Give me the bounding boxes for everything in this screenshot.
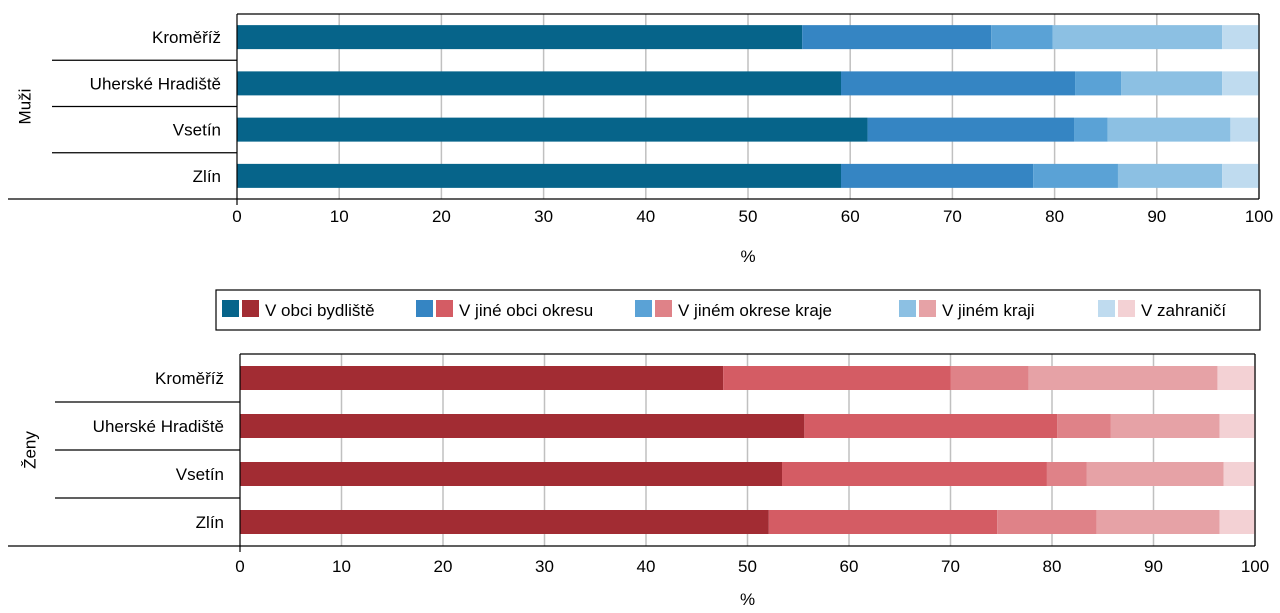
x-tick-label: 90 — [1147, 207, 1166, 226]
bar-uherske-hradiste-v-jinem-okrese-kraje — [1075, 71, 1122, 96]
x-tick-label: 70 — [943, 207, 962, 226]
bar-uherske-hradiste-v-obci-bydliste — [237, 71, 842, 96]
bar-zlin-v-jinem-kraji — [1117, 163, 1223, 188]
bar-kromeriz-v-jinem-okrese-kraje — [950, 366, 1029, 390]
bar-uherske-hradiste-v-jine-obci-okresu — [841, 71, 1076, 96]
legend-swatch-v-jine-obci-okresu-men — [416, 300, 433, 317]
x-tick-label: 60 — [840, 557, 859, 576]
chart-panel-men: Kroměříž Uherské Hradiště Vsetín Zlín 0 10 20 3… — [8, 13, 1273, 266]
category-label: Vsetín — [176, 465, 224, 484]
x-tick-label: 50 — [739, 207, 758, 226]
legend-label: V zahraničí — [1141, 301, 1226, 320]
bar-vsetin-v-jinem-okrese-kraje — [1046, 462, 1087, 486]
x-tick-label: 10 — [332, 557, 351, 576]
category-label: Kroměříž — [152, 28, 221, 47]
bar-vsetin-v-obci-bydliste — [237, 117, 868, 142]
bar-vsetin-v-zahranici — [1230, 117, 1259, 142]
group-label: Ženy — [20, 431, 39, 469]
x-tick-label: 40 — [637, 557, 656, 576]
bar-kromeriz-v-jine-obci-okresu — [802, 25, 992, 50]
category-label: Zlín — [193, 167, 221, 186]
bar-kromeriz-v-jine-obci-okresu — [723, 366, 951, 390]
group-label: Muži — [15, 89, 34, 125]
x-tick-label: 20 — [434, 557, 453, 576]
x-tick-label: 80 — [1043, 557, 1062, 576]
bar-vsetin-v-jinem-kraji — [1086, 462, 1224, 486]
x-tick-label: 0 — [235, 557, 244, 576]
legend-swatch-v-obci-bydliste-women — [242, 300, 259, 317]
legend-swatch-v-jinem-kraji-men — [899, 300, 916, 317]
x-tick-label: 70 — [941, 557, 960, 576]
bar-uherske-hradiste-v-jinem-kraji — [1121, 71, 1223, 96]
legend-swatch-v-jinem-okrese-kraje-women — [655, 300, 672, 317]
bar-uherske-hradiste-v-jine-obci-okresu — [804, 414, 1058, 438]
x-tick-label: 80 — [1045, 207, 1064, 226]
bar-kromeriz-v-obci-bydliste — [240, 366, 724, 390]
x-tick-label: 50 — [738, 557, 757, 576]
x-tick-label: 90 — [1144, 557, 1163, 576]
category-label: Kroměříž — [155, 369, 224, 388]
bar-zlin-v-zahranici — [1222, 163, 1259, 188]
x-tick-label: 60 — [841, 207, 860, 226]
x-tick-label: 10 — [330, 207, 349, 226]
bar-vsetin-v-zahranici — [1223, 462, 1255, 486]
legend-swatch-v-obci-bydliste-men — [222, 300, 239, 317]
bar-kromeriz-v-jinem-kraji — [1052, 25, 1223, 50]
legend-swatch-v-jinem-kraji-women — [919, 300, 936, 317]
bar-zlin-v-obci-bydliste — [237, 163, 842, 188]
legend-swatch-v-jinem-okrese-kraje-men — [635, 300, 652, 317]
bar-kromeriz-v-jinem-kraji — [1028, 366, 1218, 390]
legend: V obci bydliště V jiné obci okresu V jiném… — [215, 289, 1261, 331]
bar-zlin-v-jinem-kraji — [1096, 510, 1220, 534]
x-tick-label: 100 — [1241, 557, 1269, 576]
legend-label: V jiném okrese kraje — [678, 301, 832, 320]
bar-vsetin-v-jine-obci-okresu — [782, 462, 1047, 486]
x-tick-label: 40 — [636, 207, 655, 226]
category-label: Uherské Hradiště — [90, 74, 221, 93]
bar-vsetin-v-jinem-okrese-kraje — [1074, 117, 1108, 142]
legend-label: V jiné obci okresu — [459, 301, 593, 320]
x-axis-label: % — [740, 247, 755, 266]
bar-kromeriz-v-jinem-okrese-kraje — [991, 25, 1053, 50]
chart-panel-women: Kroměříž Uherské Hradiště Vsetín Zlín 0 10 20 3… — [8, 353, 1269, 609]
x-tick-label: 30 — [535, 557, 554, 576]
bar-kromeriz-v-zahranici — [1217, 366, 1255, 390]
bar-uherske-hradiste-v-zahranici — [1222, 71, 1259, 96]
bar-zlin-v-jinem-okrese-kraje — [1033, 163, 1118, 188]
legend-swatch-v-zahranici-men — [1098, 300, 1115, 317]
legend-label: V jiném kraji — [942, 301, 1035, 320]
bar-uherske-hradiste-v-obci-bydliste — [240, 414, 805, 438]
legend-box — [215, 289, 1261, 331]
legend-label: V obci bydliště — [265, 301, 375, 320]
bar-uherske-hradiste-v-jinem-okrese-kraje — [1057, 414, 1111, 438]
category-label: Vsetín — [173, 121, 221, 140]
bar-zlin-v-jinem-okrese-kraje — [997, 510, 1097, 534]
bar-vsetin-v-jinem-kraji — [1107, 117, 1231, 142]
bar-uherske-hradiste-v-zahranici — [1219, 414, 1255, 438]
legend-swatch-v-zahranici-women — [1118, 300, 1135, 317]
legend-swatch-v-jine-obci-okresu-women — [436, 300, 453, 317]
bar-vsetin-v-jine-obci-okresu — [867, 117, 1075, 142]
x-tick-label: 100 — [1245, 207, 1273, 226]
bar-zlin-v-jine-obci-okresu — [768, 510, 998, 534]
x-tick-label: 30 — [534, 207, 553, 226]
bar-zlin-v-zahranici — [1219, 510, 1255, 534]
bar-vsetin-v-obci-bydliste — [240, 462, 783, 486]
x-axis-label: % — [740, 590, 755, 609]
bar-kromeriz-v-obci-bydliste — [237, 25, 803, 50]
category-label: Uherské Hradiště — [93, 417, 224, 436]
x-tick-label: 0 — [232, 207, 241, 226]
category-label: Zlín — [196, 513, 224, 532]
bar-zlin-v-obci-bydliste — [240, 510, 769, 534]
x-tick-label: 20 — [432, 207, 451, 226]
bar-kromeriz-v-zahranici — [1222, 25, 1259, 50]
bar-zlin-v-jine-obci-okresu — [841, 163, 1034, 188]
bar-uherske-hradiste-v-jinem-kraji — [1110, 414, 1220, 438]
